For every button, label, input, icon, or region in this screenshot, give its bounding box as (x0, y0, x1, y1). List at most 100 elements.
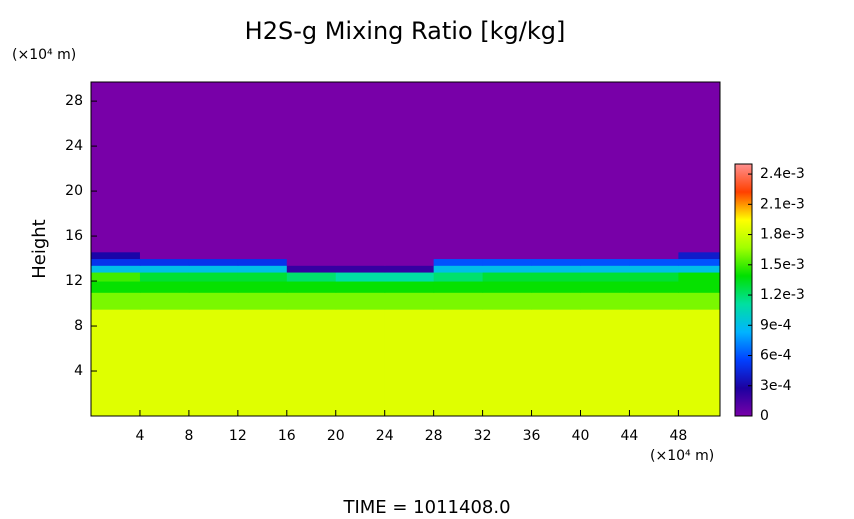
y-tick-label: 4 (74, 363, 83, 379)
heat-cell (531, 292, 581, 310)
x-tick-label: 44 (621, 428, 639, 444)
heat-cell (91, 258, 141, 266)
heat-cell (286, 82, 337, 253)
x-tick-label: 20 (327, 428, 345, 444)
heat-cell (629, 82, 679, 253)
heat-cell (139, 309, 190, 417)
heat-cell (580, 309, 630, 417)
heat-cell (580, 265, 630, 273)
heat-cell (482, 272, 533, 282)
heat-cell (139, 292, 190, 310)
heat-cell (629, 292, 679, 310)
heat-cell (384, 258, 435, 266)
heat-cell (286, 292, 337, 310)
x-tick-label: 16 (278, 428, 296, 444)
heat-cell (286, 251, 337, 260)
heat-cell (678, 251, 721, 260)
heat-cell (433, 292, 484, 310)
heat-cell (91, 309, 141, 417)
colorbar-tick-label: 1.5e-3 (760, 257, 805, 273)
heat-cell (384, 281, 435, 293)
heat-cell (580, 251, 630, 260)
heat-cell (335, 281, 386, 293)
y-unit: (×10⁴ m) (12, 47, 76, 63)
heat-cell (139, 265, 190, 273)
heat-cell (531, 251, 581, 260)
heat-cell (531, 258, 581, 266)
heat-cell (139, 281, 190, 293)
x-tick-label: 36 (523, 428, 541, 444)
heat-cell (580, 281, 630, 293)
heat-cell (433, 258, 484, 266)
x-tick-label: 28 (425, 428, 443, 444)
heat-cell (188, 309, 239, 417)
colorbar-tick-label: 1.8e-3 (760, 227, 805, 243)
heat-cell (237, 258, 288, 266)
heat-cell (91, 292, 141, 310)
heat-cell (188, 251, 239, 260)
heat-cell (384, 251, 435, 260)
heat-cell (433, 309, 484, 417)
x-tick-label: 12 (229, 428, 247, 444)
heat-cell (482, 82, 533, 253)
heat-cell (531, 272, 581, 282)
heat-cell (580, 292, 630, 310)
heat-cell (384, 292, 435, 310)
heat-cell (139, 258, 190, 266)
heat-cell (433, 82, 484, 253)
heat-cell (629, 272, 679, 282)
heat-cell (237, 251, 288, 260)
heat-cell (678, 272, 721, 282)
x-tick-label: 24 (376, 428, 394, 444)
heat-cell (335, 265, 386, 273)
colorbar-tick-label: 9e-4 (760, 317, 792, 333)
colorbar-tick-label: 3e-4 (760, 378, 792, 394)
heat-cell (678, 309, 721, 417)
heat-cell (91, 265, 141, 273)
x-unit: (×10⁴ m) (650, 448, 714, 464)
heat-cell (482, 292, 533, 310)
y-tick-label: 24 (65, 138, 83, 154)
heat-cell (188, 258, 239, 266)
heat-cell (580, 258, 630, 266)
x-tick-label: 8 (184, 428, 193, 444)
heat-cell (531, 82, 581, 253)
heat-cell (139, 82, 190, 253)
heat-cell (433, 281, 484, 293)
y-tick-label: 28 (65, 93, 83, 109)
heat-cell (91, 272, 141, 282)
heat-cell (91, 82, 141, 253)
heat-cell (678, 258, 721, 266)
heat-cell (482, 309, 533, 417)
heat-cell (188, 272, 239, 282)
heat-cell (237, 265, 288, 273)
heat-cell (188, 265, 239, 273)
y-tick-label: 8 (74, 318, 83, 334)
x-tick-label: 48 (669, 428, 687, 444)
heat-cell (629, 265, 679, 273)
heat-cell (139, 272, 190, 282)
heat-cell (384, 272, 435, 282)
x-tick-label: 40 (572, 428, 590, 444)
x-tick-label: 32 (474, 428, 492, 444)
colorbar-tick-label: 2.4e-3 (760, 166, 805, 182)
heat-cell (629, 258, 679, 266)
x-tick-label: 4 (135, 428, 144, 444)
heat-cell (188, 292, 239, 310)
heat-cell (335, 251, 386, 260)
heat-cell (335, 82, 386, 253)
time-label: TIME = 1011408.0 (342, 497, 510, 518)
heat-cell (286, 258, 337, 266)
heat-cell (678, 82, 721, 253)
colorbar-tick-label: 6e-4 (760, 348, 792, 364)
heat-cell (433, 265, 484, 273)
heat-cell (335, 272, 386, 282)
heat-cell (482, 281, 533, 293)
chart-title: H2S-g Mixing Ratio [kg/kg] (245, 17, 566, 45)
heat-cell (678, 281, 721, 293)
heat-cell (188, 281, 239, 293)
heat-cell (629, 281, 679, 293)
heat-cell (237, 292, 288, 310)
heat-cell (678, 292, 721, 310)
heat-cell (286, 272, 337, 282)
